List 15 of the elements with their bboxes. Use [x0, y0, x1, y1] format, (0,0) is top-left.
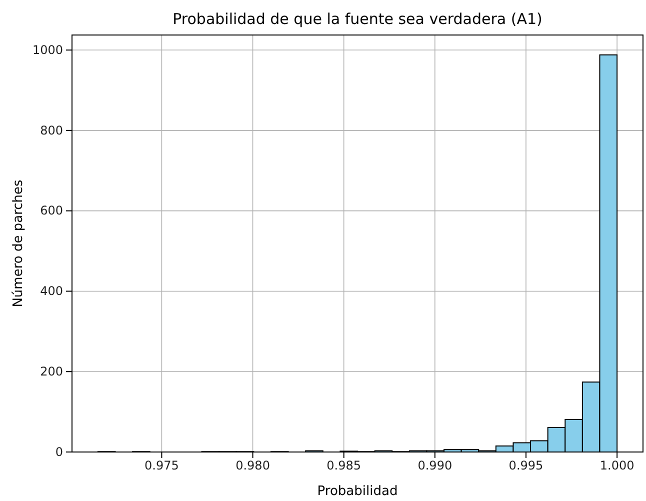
y-tick-label: 400 — [40, 284, 63, 298]
x-tick-label: 0.995 — [508, 458, 544, 473]
x-tick-label: 0.990 — [418, 458, 452, 473]
x-tick-label: 0.985 — [326, 458, 362, 473]
chart-title: Probabilidad de que la fuente sea verdadera (A1) — [172, 10, 542, 28]
x-tick-label: 0.975 — [144, 458, 179, 473]
y-axis-title: Número de parches — [11, 179, 26, 308]
y-tick-label: 1000 — [32, 42, 63, 57]
x-tick-label: 1.000 — [600, 458, 634, 473]
y-tick-label: 0 — [55, 444, 63, 459]
y-tick-label: 200 — [40, 364, 63, 378]
x-axis-title: Probabilidad — [317, 484, 398, 499]
x-tick-label: 0.980 — [236, 458, 270, 473]
y-tick-label: 600 — [40, 204, 63, 218]
y-tick-label: 800 — [40, 123, 63, 138]
